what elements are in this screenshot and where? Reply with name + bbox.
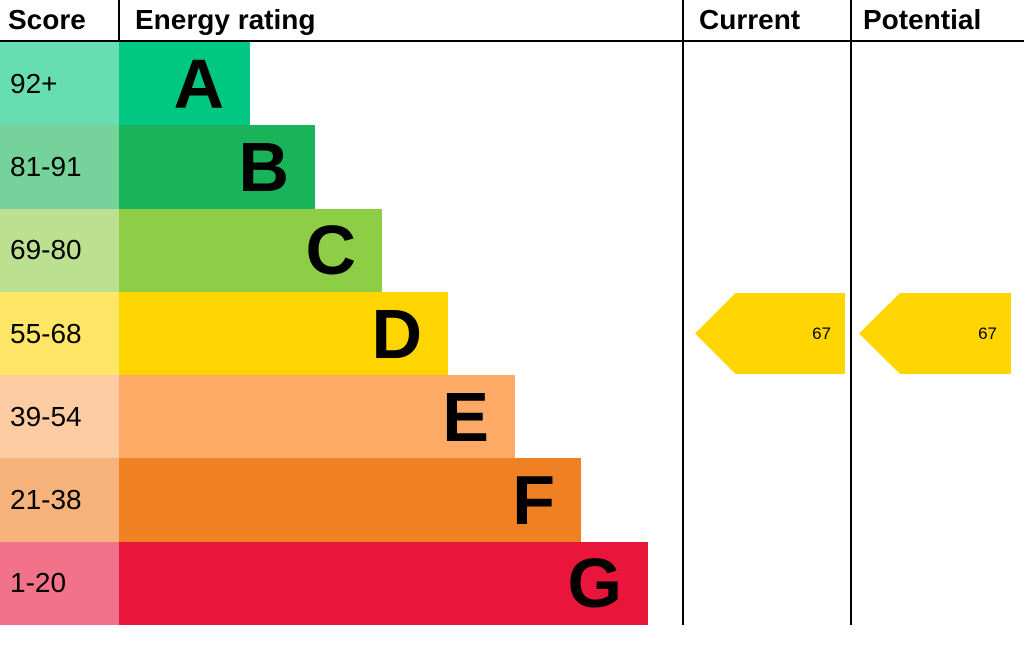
header-divider-line xyxy=(0,40,1024,42)
score-column-header: Score xyxy=(8,4,86,35)
potential-rating-arrow: 67 xyxy=(859,293,1011,374)
score-range: 21-38 xyxy=(0,458,119,542)
current-rating-arrow: 67 xyxy=(695,293,845,374)
band-bar-c: C xyxy=(119,208,382,292)
potential-column-divider xyxy=(850,0,852,625)
band-bar-f: F xyxy=(119,458,581,542)
band-bar-a: A xyxy=(119,42,250,126)
band-bar-b: B xyxy=(119,125,315,209)
band-bar-e: E xyxy=(119,375,515,459)
band-letter: G xyxy=(567,544,622,623)
band-bar-d: D xyxy=(119,291,448,376)
band-letter: D xyxy=(371,294,422,373)
band-letter: C xyxy=(305,211,356,290)
band-letter: B xyxy=(238,127,289,206)
rating-bands: 92+ A 81-91 B 69-80 C 55-68 D 39-54 xyxy=(0,42,648,626)
band-letter: E xyxy=(442,377,489,456)
band-row-d: 55-68 D xyxy=(0,291,648,376)
score-range: 55-68 xyxy=(0,291,119,376)
potential-column-header: Potential xyxy=(863,4,982,35)
score-range: 81-91 xyxy=(0,125,119,209)
score-range: 1-20 xyxy=(0,541,119,626)
potential-rating-value: 67 xyxy=(978,323,997,343)
score-range: 69-80 xyxy=(0,208,119,292)
band-row-g: 1-20 G xyxy=(0,541,648,626)
band-letter: F xyxy=(512,461,555,540)
band-row-a: 92+ A xyxy=(0,42,648,126)
band-row-f: 21-38 F xyxy=(0,458,648,542)
score-range: 92+ xyxy=(0,42,119,126)
band-row-c: 69-80 C xyxy=(0,208,648,292)
band-row-e: 39-54 E xyxy=(0,375,648,459)
energy-rating-column-header: Energy rating xyxy=(135,4,316,35)
band-bar-g: G xyxy=(119,541,648,626)
band-letter: A xyxy=(173,44,224,123)
score-column-divider xyxy=(118,0,120,40)
current-rating-value: 67 xyxy=(812,323,831,343)
current-column-divider xyxy=(682,0,684,625)
score-range: 39-54 xyxy=(0,375,119,459)
band-row-b: 81-91 B xyxy=(0,125,648,209)
current-column-header: Current xyxy=(699,4,801,35)
